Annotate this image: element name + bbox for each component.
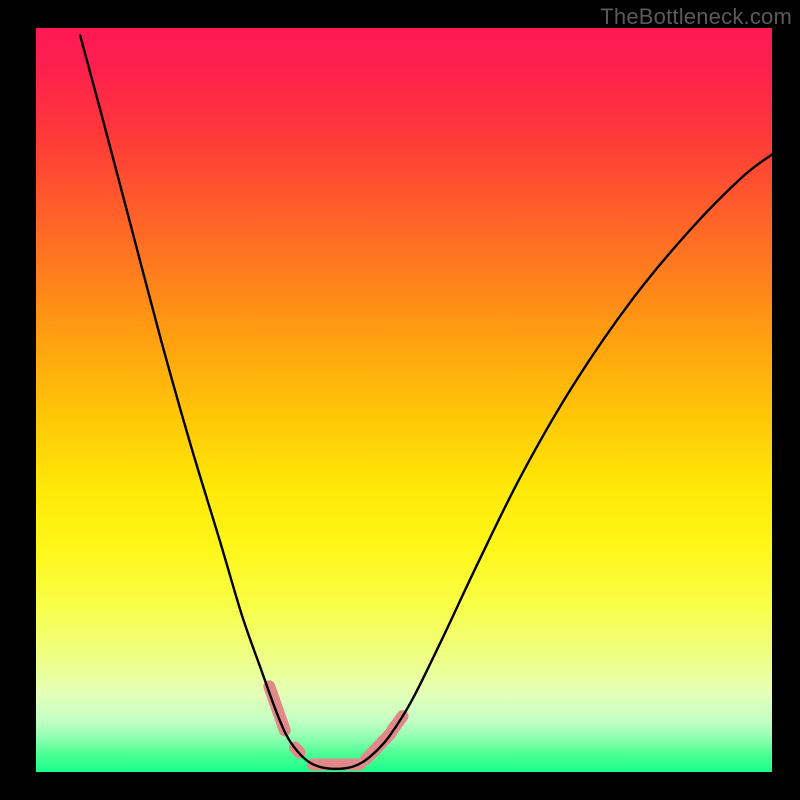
plot-background-gradient: [36, 28, 772, 772]
watermark-text: TheBottleneck.com: [600, 4, 792, 30]
bottleneck-chart: [0, 0, 800, 800]
